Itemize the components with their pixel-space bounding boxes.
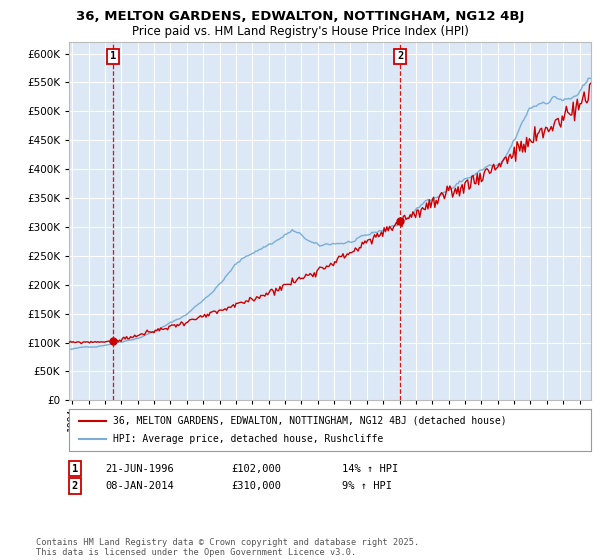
Text: HPI: Average price, detached house, Rushcliffe: HPI: Average price, detached house, Rush…	[113, 434, 383, 444]
Text: 14% ↑ HPI: 14% ↑ HPI	[342, 464, 398, 474]
Text: 08-JAN-2014: 08-JAN-2014	[105, 481, 174, 491]
Text: 21-JUN-1996: 21-JUN-1996	[105, 464, 174, 474]
Text: Price paid vs. HM Land Registry's House Price Index (HPI): Price paid vs. HM Land Registry's House …	[131, 25, 469, 38]
Text: Contains HM Land Registry data © Crown copyright and database right 2025.
This d: Contains HM Land Registry data © Crown c…	[36, 538, 419, 557]
Text: 2: 2	[72, 481, 78, 491]
Text: 1: 1	[110, 52, 116, 62]
Text: 2: 2	[397, 52, 403, 62]
Text: 1: 1	[72, 464, 78, 474]
Text: 36, MELTON GARDENS, EDWALTON, NOTTINGHAM, NG12 4BJ (detached house): 36, MELTON GARDENS, EDWALTON, NOTTINGHAM…	[113, 416, 507, 426]
Text: 36, MELTON GARDENS, EDWALTON, NOTTINGHAM, NG12 4BJ: 36, MELTON GARDENS, EDWALTON, NOTTINGHAM…	[76, 10, 524, 23]
Text: £102,000: £102,000	[231, 464, 281, 474]
Text: 9% ↑ HPI: 9% ↑ HPI	[342, 481, 392, 491]
Text: £310,000: £310,000	[231, 481, 281, 491]
